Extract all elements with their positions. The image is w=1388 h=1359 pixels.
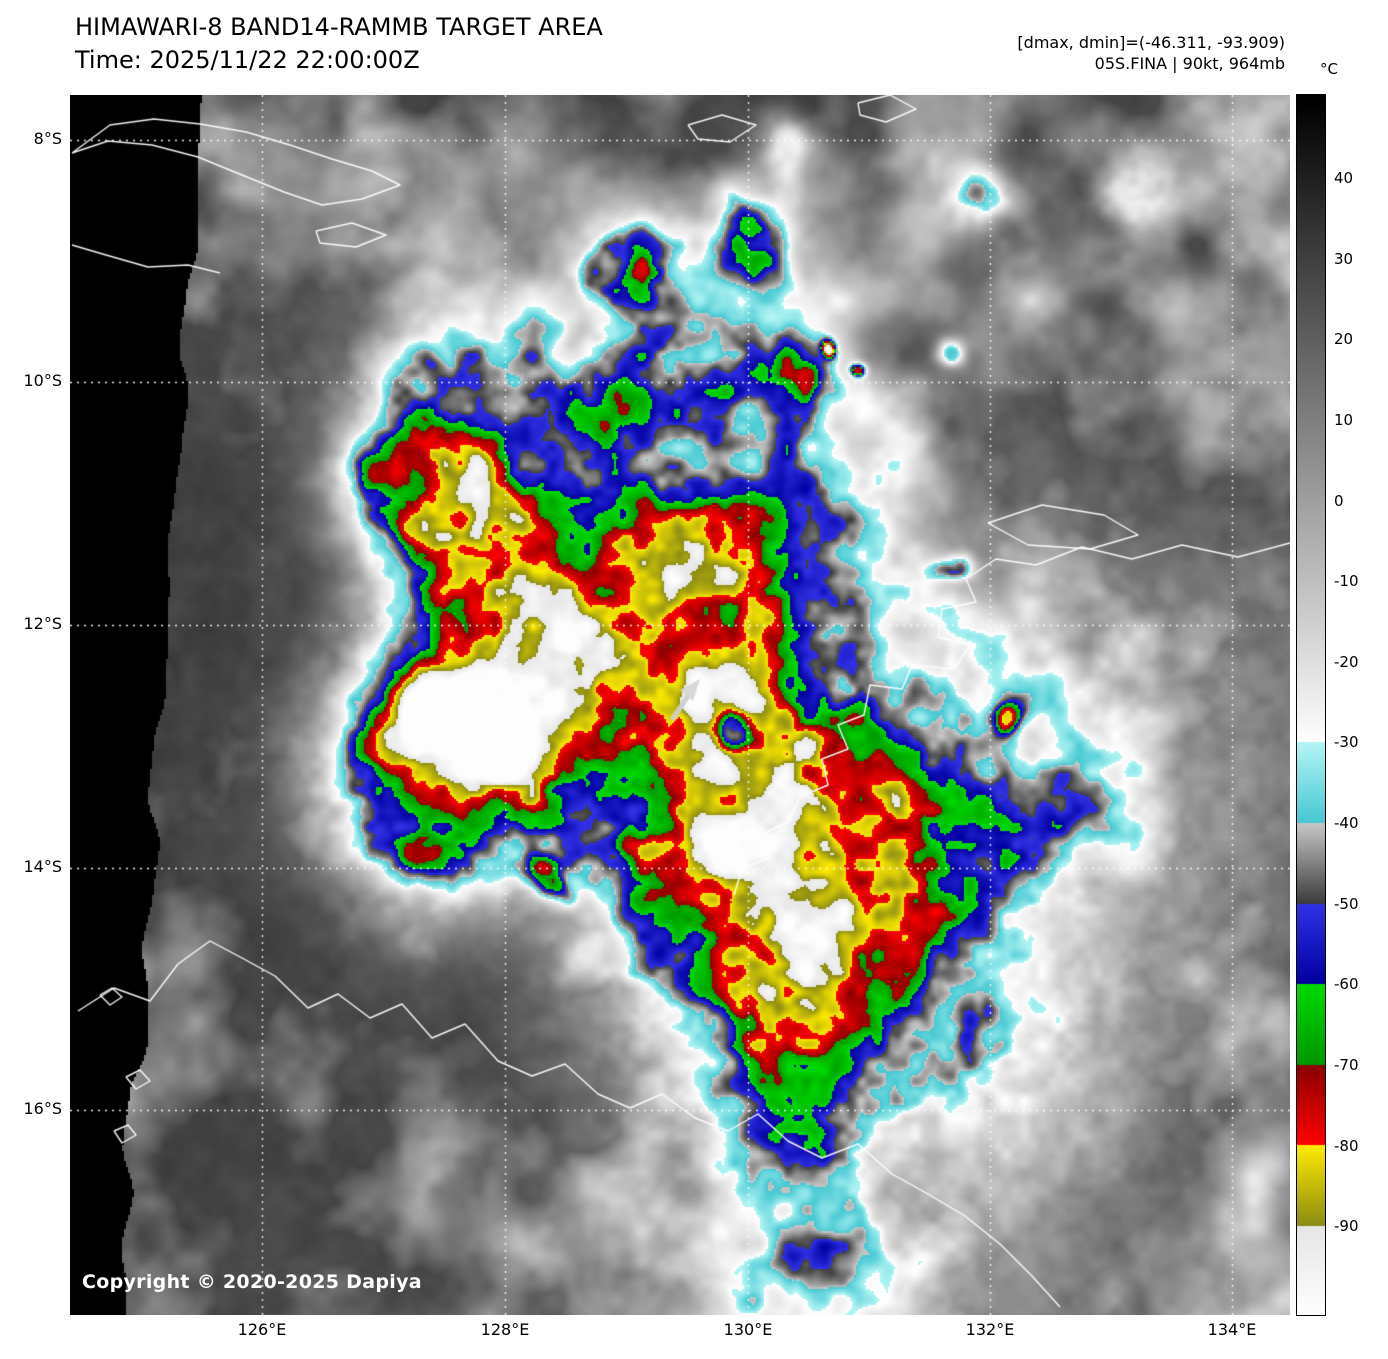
colorbar-tick-label: 10 xyxy=(1334,410,1354,429)
colorbar-tick-label: 20 xyxy=(1334,330,1354,349)
lon-label: 128°E xyxy=(480,1320,530,1339)
product-time: Time: 2025/11/22 22:00:00Z xyxy=(75,46,420,74)
colorbar-tick-label: -20 xyxy=(1334,652,1359,671)
colorbar-tick-label: -70 xyxy=(1334,1056,1359,1075)
dmax-dmin-readout: [dmax, dmin]=(-46.311, -93.909) xyxy=(1017,33,1285,52)
lon-label: 134°E xyxy=(1207,1320,1257,1339)
lat-label: 14°S xyxy=(23,857,62,876)
colorbar-tick-label: -80 xyxy=(1334,1136,1359,1155)
colorbar-tick-label: -10 xyxy=(1334,572,1359,591)
lon-label: 130°E xyxy=(723,1320,773,1339)
header-right: [dmax, dmin]=(-46.311, -93.909) 05S.FINA… xyxy=(1017,32,1285,74)
colorbar-tick-label: 0 xyxy=(1334,491,1344,510)
temperature-colorbar xyxy=(1296,94,1326,1316)
satellite-map: Copyright © 2020-2025 Dapiya xyxy=(70,95,1290,1315)
satellite-image-canvas xyxy=(70,95,1290,1315)
lon-label: 132°E xyxy=(965,1320,1015,1339)
colorbar-tick-label: -90 xyxy=(1334,1217,1359,1236)
copyright-text: Copyright © 2020-2025 Dapiya xyxy=(82,1271,422,1293)
colorbar-tick-label: -30 xyxy=(1334,733,1359,752)
colorbar-tick-label: -50 xyxy=(1334,894,1359,913)
product-title: HIMAWARI-8 BAND14-RAMMB TARGET AREA xyxy=(75,13,603,41)
colorbar-tick-label: -40 xyxy=(1334,814,1359,833)
lat-label: 16°S xyxy=(23,1099,62,1118)
storm-info: 05S.FINA | 90kt, 964mb xyxy=(1094,54,1285,73)
lon-label: 126°E xyxy=(237,1320,287,1339)
colorbar-tick-label: 30 xyxy=(1334,249,1354,268)
colorbar-unit-label: °C xyxy=(1320,60,1338,78)
lat-label: 12°S xyxy=(23,614,62,633)
colorbar-tick-label: 40 xyxy=(1334,169,1354,188)
lat-label: 10°S xyxy=(23,371,62,390)
lat-label: 8°S xyxy=(33,129,62,148)
colorbar-tick-label: -60 xyxy=(1334,975,1359,994)
